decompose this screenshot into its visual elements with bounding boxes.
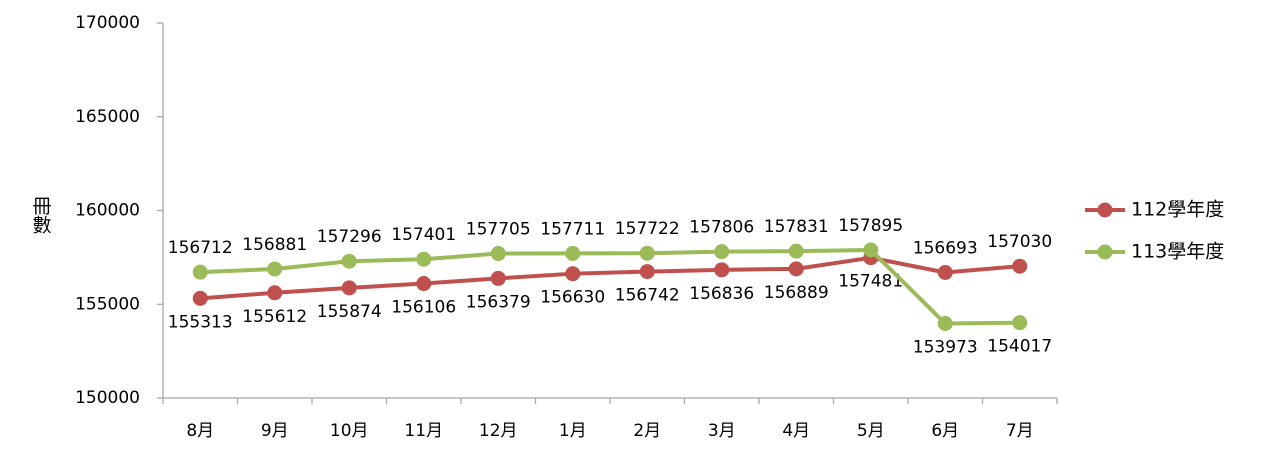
x-tick-label: 2月: [633, 421, 661, 441]
series-line: [200, 247, 1020, 326]
data-label: 157481: [838, 272, 903, 292]
data-label: 157705: [466, 220, 531, 240]
point: [192, 264, 208, 280]
point: [192, 290, 208, 306]
data-label: 157030: [987, 232, 1052, 252]
legend-marker: [1097, 244, 1113, 260]
data-label: 156379: [466, 292, 531, 312]
data-label: 157711: [540, 219, 605, 239]
x-tick-label: 6月: [931, 421, 959, 441]
point: [639, 245, 655, 261]
point: [490, 246, 506, 262]
data-label: 156881: [242, 235, 307, 255]
data-label: 157401: [391, 225, 456, 245]
point: [714, 262, 730, 278]
data-label: 156630: [540, 288, 605, 308]
x-tick-label: 7月: [1006, 421, 1034, 441]
x-tick-label: 4月: [782, 421, 810, 441]
y-tick-label: 165000: [75, 107, 140, 127]
data-label: 153973: [913, 338, 978, 358]
x-tick-label: 11月: [404, 421, 443, 441]
data-label: 157831: [764, 217, 829, 237]
point: [267, 261, 283, 277]
y-axis-label: 冊數: [30, 196, 52, 234]
point: [937, 316, 953, 332]
data-label: 156106: [391, 298, 456, 318]
point: [565, 266, 581, 282]
point: [341, 253, 357, 269]
point: [788, 261, 804, 277]
point: [714, 244, 730, 260]
point: [490, 270, 506, 286]
data-label: 156712: [168, 238, 233, 258]
x-tick-label: 10月: [330, 421, 369, 441]
x-tick-label: 1月: [559, 421, 587, 441]
x-tick-label: 9月: [261, 421, 289, 441]
data-label: 157296: [317, 227, 382, 247]
data-label: 156742: [615, 286, 680, 306]
y-tick-label: 155000: [75, 294, 140, 314]
x-tick-label: 3月: [708, 421, 736, 441]
y-tick-label: 150000: [75, 388, 140, 408]
data-label: 156889: [764, 283, 829, 303]
y-tick-label: 160000: [75, 201, 140, 221]
legend-marker: [1097, 202, 1113, 218]
point: [341, 280, 357, 296]
data-label: 157895: [838, 216, 903, 236]
point: [937, 265, 953, 281]
point: [639, 264, 655, 280]
point: [863, 242, 879, 258]
legend-label: 113學年度: [1131, 241, 1224, 263]
data-label: 157806: [689, 218, 754, 238]
x-tick-label: 5月: [857, 421, 885, 441]
x-tick-label: 8月: [186, 421, 214, 441]
point: [1012, 315, 1028, 331]
data-label: 155612: [242, 307, 307, 327]
data-label: 155874: [317, 302, 382, 322]
data-label: 157722: [615, 219, 680, 239]
point: [565, 245, 581, 261]
y-tick-label: 170000: [75, 13, 140, 33]
point: [267, 285, 283, 301]
point: [416, 251, 432, 267]
point: [1012, 258, 1028, 274]
data-label: 156836: [689, 284, 754, 304]
data-label: 154017: [987, 337, 1052, 357]
point: [416, 276, 432, 292]
data-label: 155313: [168, 312, 233, 332]
x-tick-label: 12月: [479, 421, 518, 441]
legend-label: 112學年度: [1131, 199, 1224, 221]
point: [788, 243, 804, 259]
data-label: 156693: [913, 239, 978, 259]
